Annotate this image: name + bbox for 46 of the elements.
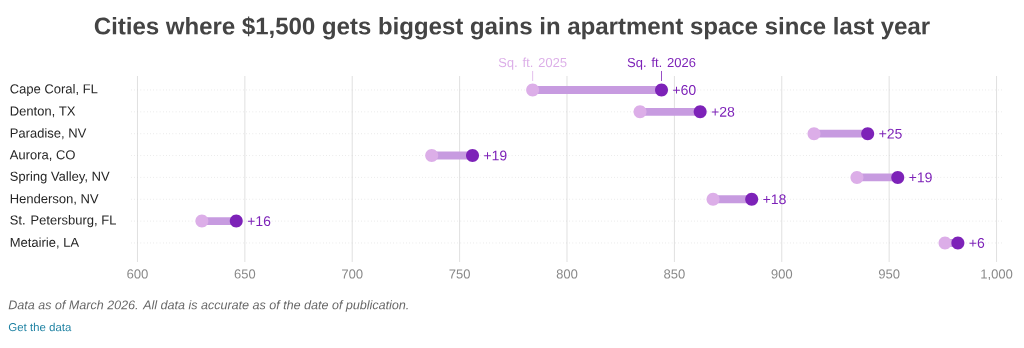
x-tick-label: 750 xyxy=(449,269,470,279)
y-tick-label: Spring Valley, NV xyxy=(10,171,110,184)
y-tick-label: Denton, TX xyxy=(10,106,76,118)
x-tick-label: 1,000 xyxy=(981,269,1013,281)
point xyxy=(229,214,243,228)
point xyxy=(861,127,875,141)
y-tick-label: Henderson, NV xyxy=(10,193,99,205)
point xyxy=(693,105,707,119)
series-label: Sq. ft. 2026 xyxy=(627,57,696,70)
point xyxy=(526,83,540,97)
y-tick-label: Metairie, LA xyxy=(10,237,80,249)
point xyxy=(655,83,669,97)
point xyxy=(706,192,720,206)
point xyxy=(425,149,439,163)
point xyxy=(938,236,952,250)
series-label: Sq. ft. 2025 xyxy=(498,57,567,70)
y-tick-label: Aurora, CO xyxy=(9,150,75,161)
data-label: +28 xyxy=(711,106,735,117)
point xyxy=(745,192,759,206)
data-label: +6 xyxy=(969,238,985,248)
x-tick-label: 800 xyxy=(556,269,578,279)
point xyxy=(633,105,647,119)
data-label: +19 xyxy=(484,150,507,161)
x-tick-label: 700 xyxy=(342,269,363,279)
point xyxy=(951,236,965,250)
x-tick-label: 600 xyxy=(127,269,148,279)
y-tick-label: Cape Coral, FL xyxy=(10,83,98,97)
x-tick-label: 900 xyxy=(771,269,793,279)
x-tick-label: 650 xyxy=(234,269,256,279)
x-tick-label: 950 xyxy=(878,269,900,279)
data-label: +60 xyxy=(673,85,696,95)
text: Data as of March 2026. All data is accurate as of the date of publication. xyxy=(8,300,408,312)
y-tick-label: Paradise, NV xyxy=(10,128,87,140)
point xyxy=(891,170,905,184)
data-label: +19 xyxy=(909,172,932,183)
data-label: +18 xyxy=(763,194,786,205)
text: Get the data xyxy=(8,322,72,332)
point xyxy=(807,127,821,141)
point xyxy=(850,170,864,184)
point xyxy=(466,149,479,163)
data-label: +16 xyxy=(247,216,271,227)
data-label: +25 xyxy=(879,128,902,139)
point xyxy=(195,214,209,228)
chart-title: Cities where $1,500 gets biggest gains in apartment space since last year xyxy=(94,16,930,40)
y-tick-label: St. Petersburg, FL xyxy=(10,215,116,228)
x-tick-label: 850 xyxy=(664,269,685,279)
